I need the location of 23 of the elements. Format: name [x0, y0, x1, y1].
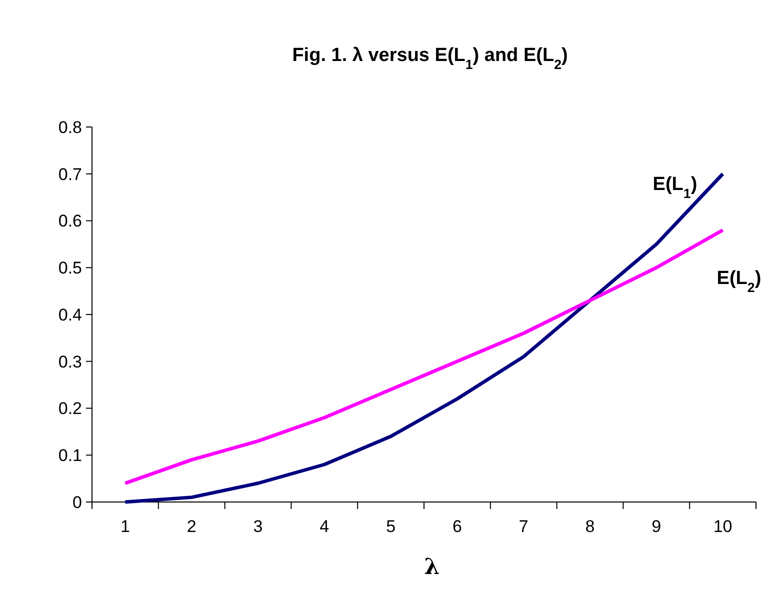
x-tick-label: 1 — [120, 517, 130, 536]
y-tick-label: 0.1 — [58, 446, 82, 466]
series-label: E(L$_{1}$) — [652, 174, 698, 200]
y-tick-label: 0.3 — [58, 352, 82, 372]
y-tick-label: 0.4 — [58, 305, 82, 324]
chart-title: Fig. 1. λ versus E(L$_{1}$) and E(L$_{2}$) — [292, 45, 568, 72]
x-tick-label: 5 — [386, 517, 396, 536]
x-tick-label: 7 — [518, 517, 528, 536]
series-label: E(L$_{2}$) — [716, 268, 762, 295]
x-tick-label: 3 — [253, 517, 263, 536]
y-tick-label: 0.6 — [58, 212, 82, 231]
y-tick-label: 0.2 — [58, 399, 82, 418]
y-tick-label: 0.5 — [58, 258, 82, 278]
y-tick-label: 0 — [72, 492, 82, 512]
y-tick-label: 0.7 — [58, 164, 82, 184]
x-tick-label: 9 — [652, 517, 662, 536]
x-tick-label: 10 — [713, 517, 732, 536]
x-tick-label: 8 — [585, 517, 595, 536]
x-tick-label: 6 — [452, 517, 462, 536]
x-axis-title: λ — [424, 554, 440, 580]
y-tick-label: 0.8 — [58, 118, 82, 137]
x-tick-label: 2 — [186, 517, 196, 536]
x-tick-label: 4 — [320, 517, 330, 536]
